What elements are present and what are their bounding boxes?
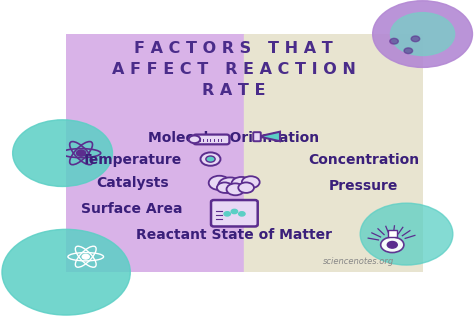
Circle shape	[13, 120, 112, 186]
Bar	[66, 34, 245, 272]
Circle shape	[217, 182, 233, 193]
Circle shape	[404, 48, 412, 54]
Circle shape	[227, 183, 245, 195]
Circle shape	[76, 150, 86, 156]
Polygon shape	[259, 132, 280, 141]
Circle shape	[411, 36, 419, 42]
Circle shape	[201, 152, 220, 166]
Circle shape	[231, 209, 237, 214]
Circle shape	[391, 13, 455, 56]
Circle shape	[238, 212, 245, 216]
Circle shape	[387, 241, 397, 248]
Circle shape	[189, 136, 200, 143]
Circle shape	[360, 203, 453, 265]
Text: Concentration: Concentration	[308, 153, 419, 167]
Text: Catalysts: Catalysts	[96, 176, 168, 190]
FancyBboxPatch shape	[388, 230, 397, 237]
FancyBboxPatch shape	[211, 200, 258, 227]
Circle shape	[238, 182, 254, 193]
Text: Pressure: Pressure	[329, 179, 399, 193]
Circle shape	[2, 229, 130, 315]
Text: Temperature: Temperature	[82, 153, 182, 167]
Bar	[245, 34, 422, 272]
Circle shape	[242, 176, 260, 188]
Circle shape	[373, 1, 473, 67]
Circle shape	[224, 212, 230, 216]
Circle shape	[231, 177, 252, 190]
Text: sciencenotes.org: sciencenotes.org	[323, 257, 394, 266]
Circle shape	[390, 38, 398, 44]
Circle shape	[206, 156, 215, 162]
Text: Surface Area: Surface Area	[82, 202, 183, 216]
FancyBboxPatch shape	[193, 135, 229, 144]
Circle shape	[82, 254, 89, 259]
Ellipse shape	[381, 237, 404, 252]
Text: F A C T O R S   T H A T
A F F E C T   R E A C T I O N
R A T E: F A C T O R S T H A T A F F E C T R E A …	[112, 41, 356, 98]
Text: Molecular Orientation: Molecular Orientation	[148, 131, 319, 145]
FancyBboxPatch shape	[253, 132, 261, 141]
Text: Reactant State of Matter: Reactant State of Matter	[136, 228, 332, 242]
Circle shape	[209, 176, 230, 190]
Circle shape	[219, 177, 242, 193]
